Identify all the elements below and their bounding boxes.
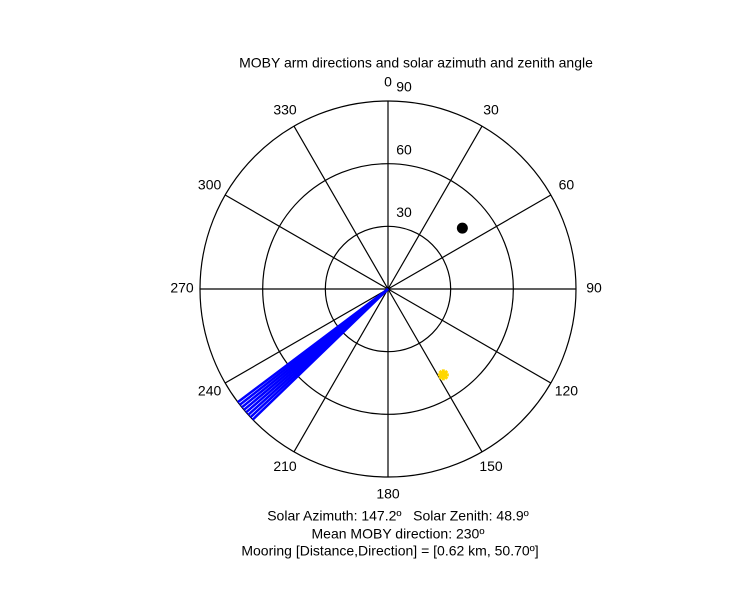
theta-tick-label: 300 <box>198 177 222 193</box>
r-tick-label: 60 <box>396 141 412 157</box>
theta-tick-label: 30 <box>483 101 499 117</box>
grid-spoke <box>293 125 389 290</box>
theta-tick-label: 90 <box>586 280 602 296</box>
annotation: Mean MOBY direction: 230º <box>312 526 485 542</box>
grid-spoke <box>387 288 483 453</box>
theta-tick-label: 60 <box>559 177 575 193</box>
mooring-point <box>456 222 468 234</box>
theta-tick-label: 210 <box>273 458 297 474</box>
grid-spoke <box>293 288 389 453</box>
theta-tick-label: 330 <box>273 101 297 117</box>
theta-tick-label: 180 <box>376 486 400 502</box>
chart-title: MOBY arm directions and solar azimuth an… <box>239 55 593 71</box>
theta-tick-label: 0 <box>384 74 392 90</box>
grid-spoke <box>387 125 483 290</box>
theta-tick-label: 270 <box>170 280 194 296</box>
sun-point <box>437 369 449 381</box>
grid-spoke <box>387 194 552 290</box>
annotation: Solar Azimuth: 147.2º Solar Zenith: 48.9… <box>267 508 529 524</box>
r-tick-label: 90 <box>396 79 412 95</box>
grid-spoke <box>387 288 552 384</box>
grid-spoke <box>224 194 389 290</box>
annotation: Mooring [Distance,Direction] = [0.62 km,… <box>241 543 538 559</box>
r-tick-label: 30 <box>396 204 412 220</box>
theta-tick-label: 150 <box>479 458 503 474</box>
grid-spoke <box>224 288 389 384</box>
arm-line <box>237 288 389 404</box>
theta-tick-label: 240 <box>198 383 222 399</box>
theta-tick-label: 120 <box>555 383 579 399</box>
